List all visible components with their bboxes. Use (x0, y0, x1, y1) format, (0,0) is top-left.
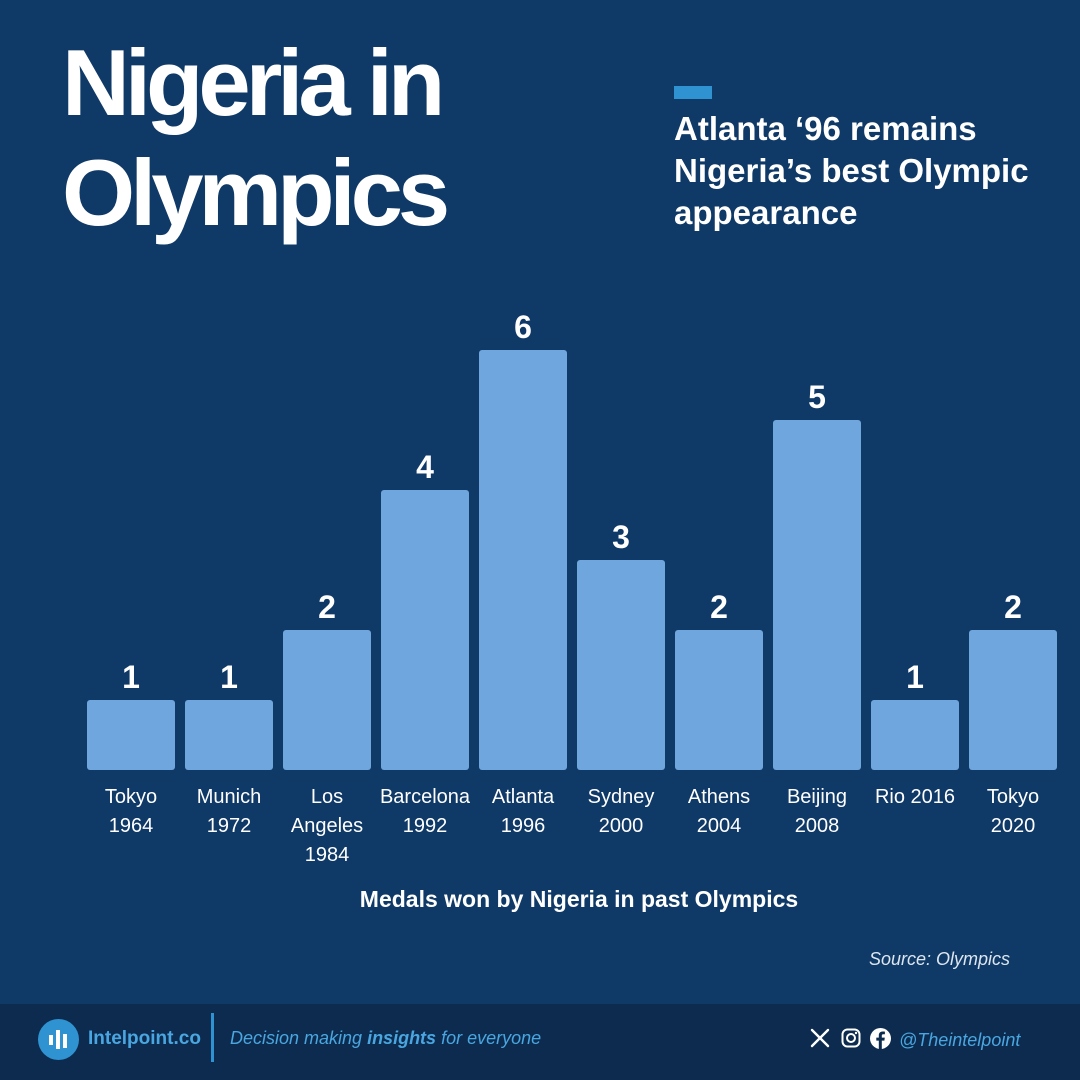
category-label: Beijing 2008 (787, 786, 847, 837)
category-label-line: Atlanta (492, 786, 555, 808)
headline-accent-bar (674, 86, 712, 99)
x-icon[interactable] (810, 1028, 830, 1048)
bar-value-label: 2 (710, 589, 728, 625)
page-title: Nigeria in Olympics (62, 28, 450, 248)
category-label: Atlanta 1996 (492, 786, 555, 837)
bar-value-label: 5 (808, 379, 826, 415)
category-label-line: 2020 (991, 815, 1036, 837)
category-label-line: Athens (688, 786, 750, 808)
bar (871, 700, 959, 770)
chart-caption: Medals won by Nigeria in past Olympics (359, 886, 799, 912)
category-label-line: 1996 (501, 815, 546, 837)
category-label-line: Sydney (588, 786, 655, 808)
footer-divider (211, 1013, 214, 1062)
bar (577, 560, 665, 770)
category-label-line: Munich (197, 786, 261, 808)
category-label-line: Rio 2016 (875, 786, 955, 808)
category-label-line: 1964 (109, 815, 154, 837)
bar (381, 490, 469, 770)
category-label-line: 2000 (599, 815, 644, 837)
social-handle[interactable]: @Theintelpoint (899, 1030, 1021, 1050)
bar (87, 700, 175, 770)
bar-value-label: 1 (906, 659, 924, 695)
footer: Intelpoint.co Decision making insights f… (0, 1004, 1080, 1080)
brand-link[interactable]: Intelpoint.co (88, 1028, 201, 1049)
category-label-line: Tokyo (987, 786, 1039, 808)
category-label: Barcelona 1992 (380, 786, 471, 837)
category-label: Tokyo 1964 (105, 786, 157, 837)
category-label: Munich 1972 (197, 786, 261, 837)
category-label: Sydney 2000 (588, 786, 655, 837)
title-line-1: Nigeria in (62, 30, 445, 135)
title-line-2: Olympics (62, 140, 450, 245)
category-label: Los Angeles 1984 (291, 786, 363, 866)
bar (185, 700, 273, 770)
bar (283, 630, 371, 770)
bar-value-label: 2 (1004, 589, 1022, 625)
tagline: Decision making insights for everyone (230, 1028, 541, 1049)
bar-value-label: 1 (122, 659, 140, 695)
tagline-start: Decision making (230, 1028, 368, 1048)
category-label-line: 1984 (305, 844, 350, 866)
category-label-line: 1992 (403, 815, 448, 837)
category-label-line: Beijing (787, 786, 847, 808)
category-label-line: 1972 (207, 815, 252, 837)
category-label: Athens 2004 (688, 786, 750, 837)
bar (675, 630, 763, 770)
category-label-line: Angeles (291, 815, 363, 837)
bar (969, 630, 1057, 770)
medals-bar-chart: 1 Tokyo 1964 1 Munich 1972 2 Los Angeles 1984 4 Bar… (87, 309, 1057, 866)
bar (773, 420, 861, 770)
bar-value-label: 4 (416, 449, 434, 485)
category-label-line: 2008 (795, 815, 840, 837)
bar-value-label: 6 (514, 309, 532, 345)
category-label-line: Los (311, 786, 343, 808)
category-label-line: Tokyo (105, 786, 157, 808)
bar-value-label: 2 (318, 589, 336, 625)
headline: Atlanta ‘96 remains Nigeria’s best Olymp… (674, 110, 1029, 231)
category-label: Rio 2016 (875, 786, 955, 808)
category-label-line: 2004 (697, 815, 742, 837)
tagline-bold: insights (367, 1028, 437, 1048)
category-label-line: Barcelona (380, 786, 471, 808)
bar-value-label: 1 (220, 659, 238, 695)
facebook-icon[interactable] (870, 1028, 891, 1049)
category-label: Tokyo 2020 (987, 786, 1039, 837)
tagline-end: for everyone (436, 1028, 542, 1048)
bar (479, 350, 567, 770)
logo-bars-icon (38, 1019, 79, 1060)
source-note: Source: Olympics (868, 949, 1010, 969)
instagram-icon[interactable] (841, 1028, 861, 1048)
bar-value-label: 3 (612, 519, 630, 555)
